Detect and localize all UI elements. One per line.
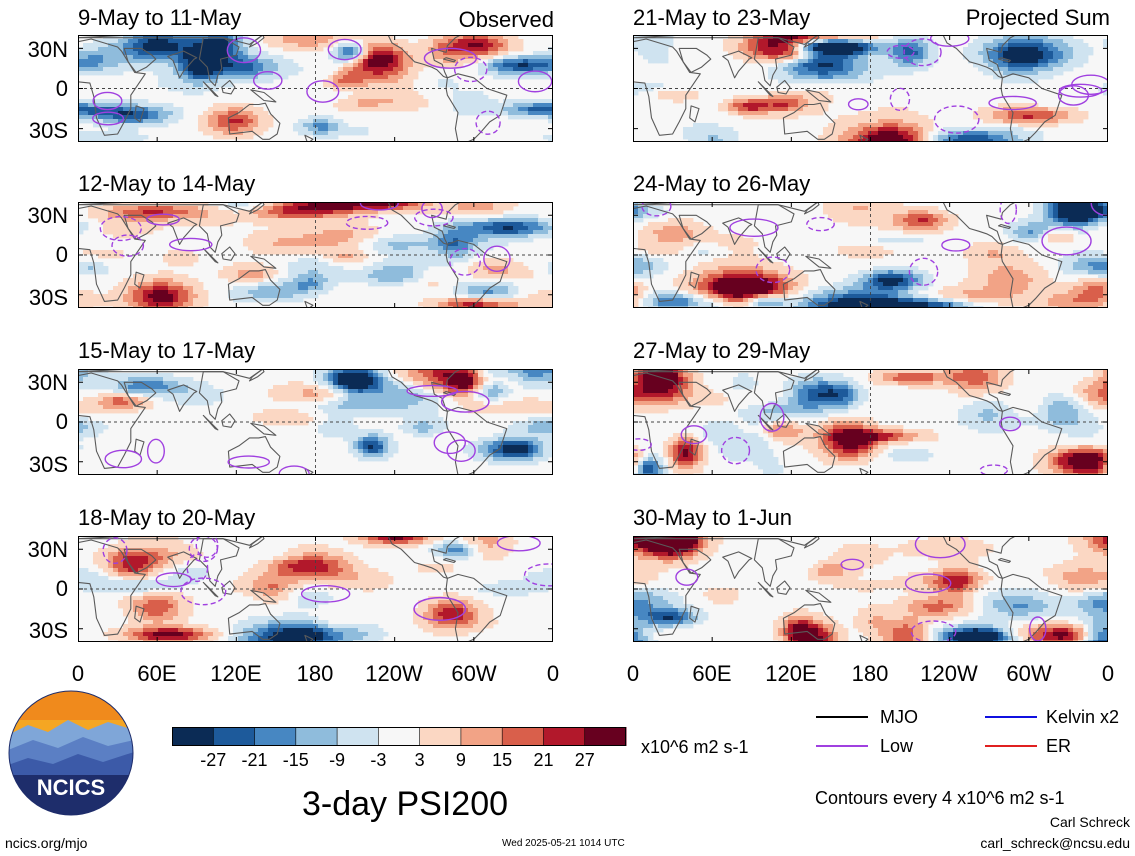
- y-tick-30s: 30S: [28, 285, 68, 310]
- colorbar-swatch: [295, 727, 338, 746]
- colorbar-swatch: [337, 727, 379, 746]
- y-tick-0: 0: [55, 576, 68, 601]
- panel-tag-projected: Projected Sum: [965, 5, 1110, 30]
- map-panel-p8: [633, 536, 1108, 642]
- panel-title-p2: 12-May to 14-May: [78, 171, 256, 196]
- x-tick-180: 180: [851, 661, 889, 686]
- map-panel-p6: [633, 202, 1108, 308]
- email-link[interactable]: carl_schreck@ncsu.edu: [980, 835, 1130, 851]
- colorbar-swatch: [254, 727, 297, 746]
- panel-title-p5: 21-May to 23-May: [633, 5, 811, 30]
- colorbar-swatch: [460, 727, 503, 746]
- map-panel-p3: [78, 369, 553, 475]
- y-tick-0: 0: [55, 76, 68, 101]
- colorbar-tick-label: 15: [492, 750, 513, 770]
- y-tick-30s: 30S: [28, 118, 68, 143]
- panel-title-p6: 24-May to 26-May: [633, 171, 811, 196]
- colorbar-tick-label: 3: [414, 750, 425, 770]
- colorbar-tick-label: -9: [329, 750, 346, 770]
- y-tick-0: 0: [55, 409, 68, 434]
- colorbar-tick-label: 21: [533, 750, 554, 770]
- y-tick-30s: 30S: [28, 618, 68, 643]
- colorbar-swatch: [378, 727, 421, 746]
- y-tick-30s: 30S: [28, 452, 68, 477]
- x-tick-60e: 60E: [137, 661, 177, 686]
- logo-text: NCICS: [37, 775, 105, 800]
- x-tick-120w: 120W: [365, 661, 423, 686]
- map-panel-p2: [78, 202, 553, 308]
- x-tick-0-end: 0: [1101, 661, 1115, 686]
- y-tick-30n: 30N: [27, 203, 68, 228]
- colorbar-swatch: [419, 727, 462, 746]
- site-link[interactable]: ncics.org/mjo: [5, 835, 88, 851]
- colorbar-tick-label: -21: [241, 750, 268, 770]
- x-tick-180: 180: [296, 661, 334, 686]
- legend-label-low: Low: [880, 736, 914, 756]
- chart-title: 3-day PSI200: [301, 785, 509, 823]
- map-panel-p5: [633, 35, 1108, 142]
- panel-title-p4: 18-May to 20-May: [78, 505, 256, 530]
- colorbar: [172, 727, 627, 746]
- timestamp: Wed 2025-05-21 1014 UTC: [502, 838, 625, 849]
- legend-label-er: ER: [1046, 736, 1072, 756]
- y-tick-30n: 30N: [27, 537, 68, 562]
- author: Carl Schreck: [1049, 814, 1130, 830]
- units-label: x10^6 m2 s-1: [641, 737, 749, 757]
- colorbar-swatch: [172, 727, 214, 746]
- colorbar-tick-label: 9: [455, 750, 466, 770]
- legend-label-mjo: MJO: [880, 707, 918, 727]
- map-panel-p7: [633, 369, 1108, 475]
- panel-title-p3: 15-May to 17-May: [78, 338, 256, 363]
- legend-line-low: [816, 745, 868, 747]
- contour-note: Contours every 4 x10^6 m2 s-1: [815, 788, 1065, 808]
- colorbar-tick-label: 27: [574, 750, 595, 770]
- colorbar-swatch: [213, 727, 256, 746]
- x-tick-120w: 120W: [920, 661, 978, 686]
- x-tick-120e: 120E: [210, 661, 262, 686]
- x-tick-0-end: 0: [546, 661, 560, 686]
- y-tick-30n: 30N: [27, 370, 68, 395]
- x-tick-60w: 60W: [1006, 661, 1052, 686]
- colorbar-tick-label: -15: [282, 750, 309, 770]
- legend-line-mjo: [816, 716, 868, 718]
- panel-title-p1: 9-May to 11-May: [78, 5, 242, 30]
- legend-label-kelvin: Kelvin x2: [1046, 707, 1120, 727]
- colorbar-swatch: [502, 727, 544, 746]
- colorbar-tick-label: -27: [200, 750, 227, 770]
- panel-title-p7: 27-May to 29-May: [633, 338, 811, 363]
- panel-tag-observed: Observed: [458, 7, 554, 32]
- colorbar-swatch: [584, 727, 627, 746]
- map-panel-p4: [78, 536, 553, 642]
- ncics-logo: NCICS: [8, 690, 134, 816]
- y-tick-0: 0: [55, 242, 68, 267]
- legend-line-kelvin: [985, 716, 1037, 718]
- y-tick-30n: 30N: [27, 37, 68, 62]
- colorbar-tick-label: -3: [370, 750, 387, 770]
- colorbar-swatch: [543, 727, 586, 746]
- legend-line-er: [985, 745, 1037, 747]
- x-tick-0: 0: [626, 661, 640, 686]
- x-tick-120e: 120E: [765, 661, 817, 686]
- x-tick-0: 0: [71, 661, 85, 686]
- x-tick-60e: 60E: [692, 661, 732, 686]
- map-panel-p1: [78, 35, 553, 142]
- x-tick-60w: 60W: [451, 661, 497, 686]
- panel-title-p8: 30-May to 1-Jun: [633, 505, 792, 530]
